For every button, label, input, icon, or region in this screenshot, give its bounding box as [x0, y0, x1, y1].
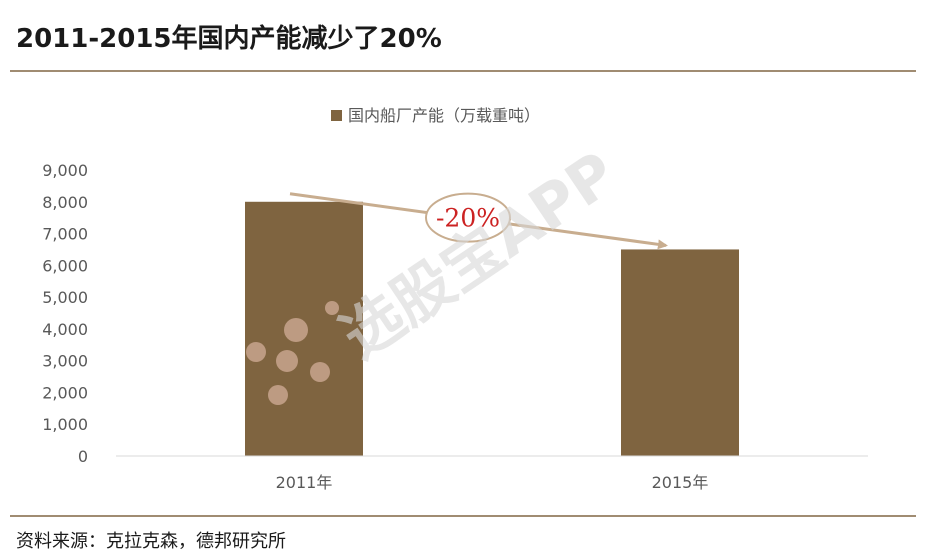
page-title: 2011-2015年国内产能减少了20%: [16, 24, 442, 54]
change-annotation: -20%: [289, 192, 668, 250]
chart-legend: 国内船厂产能（万载重吨）: [331, 106, 540, 125]
bar: [621, 249, 739, 456]
y-tick-label: 2,000: [42, 383, 88, 402]
y-tick-label: 3,000: [42, 352, 88, 371]
y-tick-label: 8,000: [42, 193, 88, 212]
y-tick-label: 5,000: [42, 288, 88, 307]
y-tick-label: 7,000: [42, 225, 88, 244]
x-tick-label: 2011年: [276, 473, 333, 492]
bar: [245, 201, 363, 456]
y-axis: 0 1,000 2,000 3,000 4,000 5,000 6,000 7,000 8,00…: [42, 161, 88, 466]
callout-bubble: [425, 192, 511, 243]
source-note: 资料来源：克拉克森，德邦研究所: [16, 531, 286, 552]
y-tick-label: 0: [78, 447, 88, 466]
legend-label: 国内船厂产能（万载重吨）: [348, 106, 540, 125]
footer-divider: [10, 515, 916, 517]
x-tick-label: 2015年: [652, 473, 709, 492]
y-tick-label: 1,000: [42, 415, 88, 434]
title-divider: [10, 70, 916, 72]
y-tick-label: 6,000: [42, 256, 88, 275]
y-tick-label: 4,000: [42, 320, 88, 339]
bar-chart: 国内船厂产能（万载重吨） 0 1,000 2,000 3,000 4,000 5,000 6…: [42, 106, 868, 492]
bars: [245, 201, 739, 456]
legend-swatch: [331, 110, 342, 121]
x-axis: 2011年 2015年: [116, 455, 868, 492]
y-tick-label: 9,000: [42, 161, 88, 180]
callout-text: -20%: [436, 204, 500, 233]
